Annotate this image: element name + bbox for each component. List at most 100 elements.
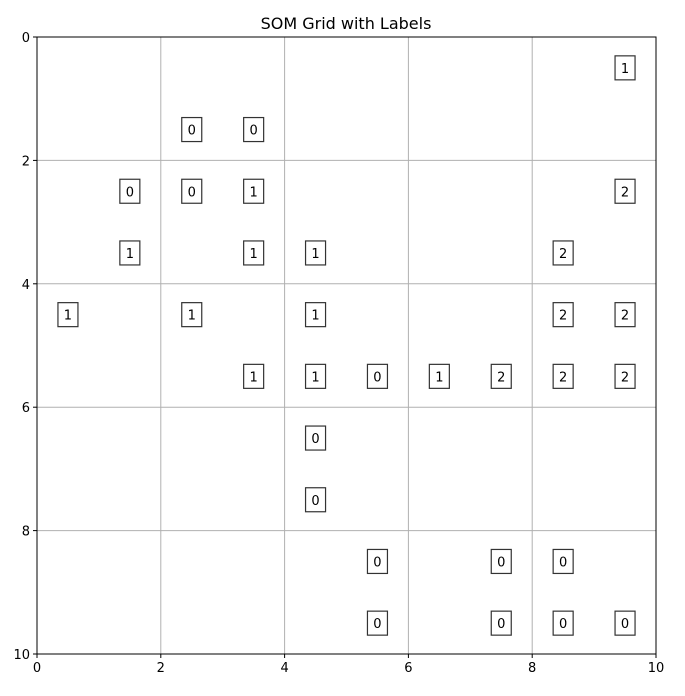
cell-labels: 1 0 0 0 0 1 2 1 1 1 2 1 1 1 2 2 1 1 0 1 2 2 2 0 0 0 0 0 0 0 0 0 — [57, 55, 636, 636]
cell-label-box — [181, 178, 203, 204]
cell-label-box — [614, 302, 636, 328]
cell-label-point: 1 — [181, 302, 203, 328]
cell-label-point: 1 — [57, 302, 79, 328]
cell-label-box — [552, 363, 574, 389]
cell-label-point: 2 — [552, 240, 574, 266]
cell-label-box — [243, 240, 265, 266]
cell-label-text: 0 — [497, 617, 505, 632]
cell-label-text: 0 — [188, 185, 196, 200]
x-tick-label: 2 — [157, 661, 165, 676]
cell-label-box — [490, 363, 512, 389]
cell-label-point: 0 — [552, 610, 574, 636]
cell-label-box — [614, 55, 636, 81]
cell-label-text: 2 — [497, 370, 505, 385]
cell-label-point: 0 — [366, 610, 389, 636]
cell-label-text: 0 — [250, 124, 258, 139]
cell-label-box — [490, 548, 512, 575]
cell-label-text: 2 — [559, 370, 567, 385]
cell-label-text: 0 — [497, 555, 505, 570]
cell-label-point: 0 — [552, 548, 574, 575]
cell-label-box — [614, 178, 636, 204]
x-tick-label: 6 — [404, 661, 412, 676]
x-tick-label: 8 — [528, 661, 536, 676]
plot-frame — [36, 36, 657, 655]
cell-label-text: 2 — [621, 370, 629, 385]
cell-label-box — [57, 302, 79, 328]
cell-label-box — [614, 610, 636, 636]
y-tick-label: 10 — [13, 648, 30, 663]
y-tick-label: 8 — [22, 525, 30, 540]
cell-label-text: 0 — [559, 555, 567, 570]
cell-label-text: 0 — [311, 432, 319, 447]
cell-label-text: 1 — [250, 247, 258, 262]
cell-label-box — [304, 240, 327, 266]
cell-label-text: 0 — [188, 124, 196, 139]
x-tick-label: 0 — [33, 661, 41, 676]
cell-label-box — [181, 116, 203, 143]
chart-title: SOM Grid with Labels — [261, 14, 432, 33]
cell-label-box — [304, 487, 327, 513]
x-tick-label: 4 — [280, 661, 288, 676]
cell-label-text: 2 — [559, 247, 567, 262]
cell-label-text: 1 — [188, 309, 196, 324]
y-tick-label: 4 — [22, 278, 30, 293]
cell-label-point: 2 — [552, 302, 574, 328]
cell-label-text: 1 — [126, 247, 134, 262]
cell-label-point: 0 — [490, 610, 512, 636]
cell-label-text: 1 — [64, 309, 72, 324]
cell-label-point: 1 — [243, 363, 265, 389]
cell-label-point: 2 — [552, 363, 574, 389]
cell-label-point: 1 — [243, 178, 265, 204]
cell-label-text: 1 — [250, 370, 258, 385]
cell-label-text: 0 — [559, 617, 567, 632]
cell-label-point: 1 — [304, 240, 327, 266]
cell-label-point: 1 — [119, 240, 141, 266]
cell-label-box — [243, 363, 265, 389]
cell-label-point: 2 — [490, 363, 512, 389]
cell-label-text: 1 — [250, 185, 258, 200]
cell-label-text: 1 — [621, 62, 629, 77]
cell-label-point: 1 — [614, 55, 636, 81]
cell-label-point: 1 — [243, 240, 265, 266]
cell-label-text: 1 — [435, 370, 443, 385]
cell-label-point: 0 — [366, 363, 389, 389]
cell-label-box — [428, 363, 450, 389]
cell-label-box — [366, 363, 389, 389]
x-tick-label: 10 — [648, 661, 665, 676]
cell-label-point: 2 — [614, 363, 636, 389]
cell-label-box — [552, 548, 574, 575]
cell-label-point: 0 — [243, 116, 265, 143]
cell-label-text: 1 — [311, 247, 319, 262]
cell-label-text: 0 — [373, 370, 381, 385]
cell-label-text: 2 — [621, 185, 629, 200]
cell-label-box — [119, 178, 141, 204]
cell-label-box — [552, 610, 574, 636]
cell-label-point: 1 — [304, 363, 327, 389]
cell-label-point: 0 — [304, 425, 327, 451]
cell-label-box — [119, 240, 141, 266]
cell-label-box — [304, 425, 327, 451]
cell-label-text: 2 — [621, 309, 629, 324]
cell-label-box — [366, 610, 389, 636]
y-tick-label: 0 — [22, 31, 30, 46]
cell-label-point: 0 — [181, 116, 203, 143]
cell-label-point: 0 — [119, 178, 141, 204]
cell-label-point: 1 — [428, 363, 450, 389]
cell-label-box — [243, 116, 265, 143]
cell-label-text: 1 — [311, 309, 319, 324]
cell-label-text: 0 — [373, 555, 381, 570]
cell-label-box — [181, 302, 203, 328]
cell-label-text: 0 — [373, 617, 381, 632]
cell-label-text: 0 — [311, 494, 319, 509]
cell-label-box — [490, 610, 512, 636]
cell-label-text: 1 — [311, 370, 319, 385]
cell-label-box — [552, 302, 574, 328]
y-tick-label: 2 — [22, 154, 30, 169]
cell-label-point: 0 — [366, 548, 389, 575]
cell-label-box — [243, 178, 265, 204]
cell-label-point: 2 — [614, 302, 636, 328]
cell-label-text: 0 — [621, 617, 629, 632]
cell-label-text: 0 — [126, 185, 134, 200]
cell-label-point: 1 — [304, 302, 327, 328]
